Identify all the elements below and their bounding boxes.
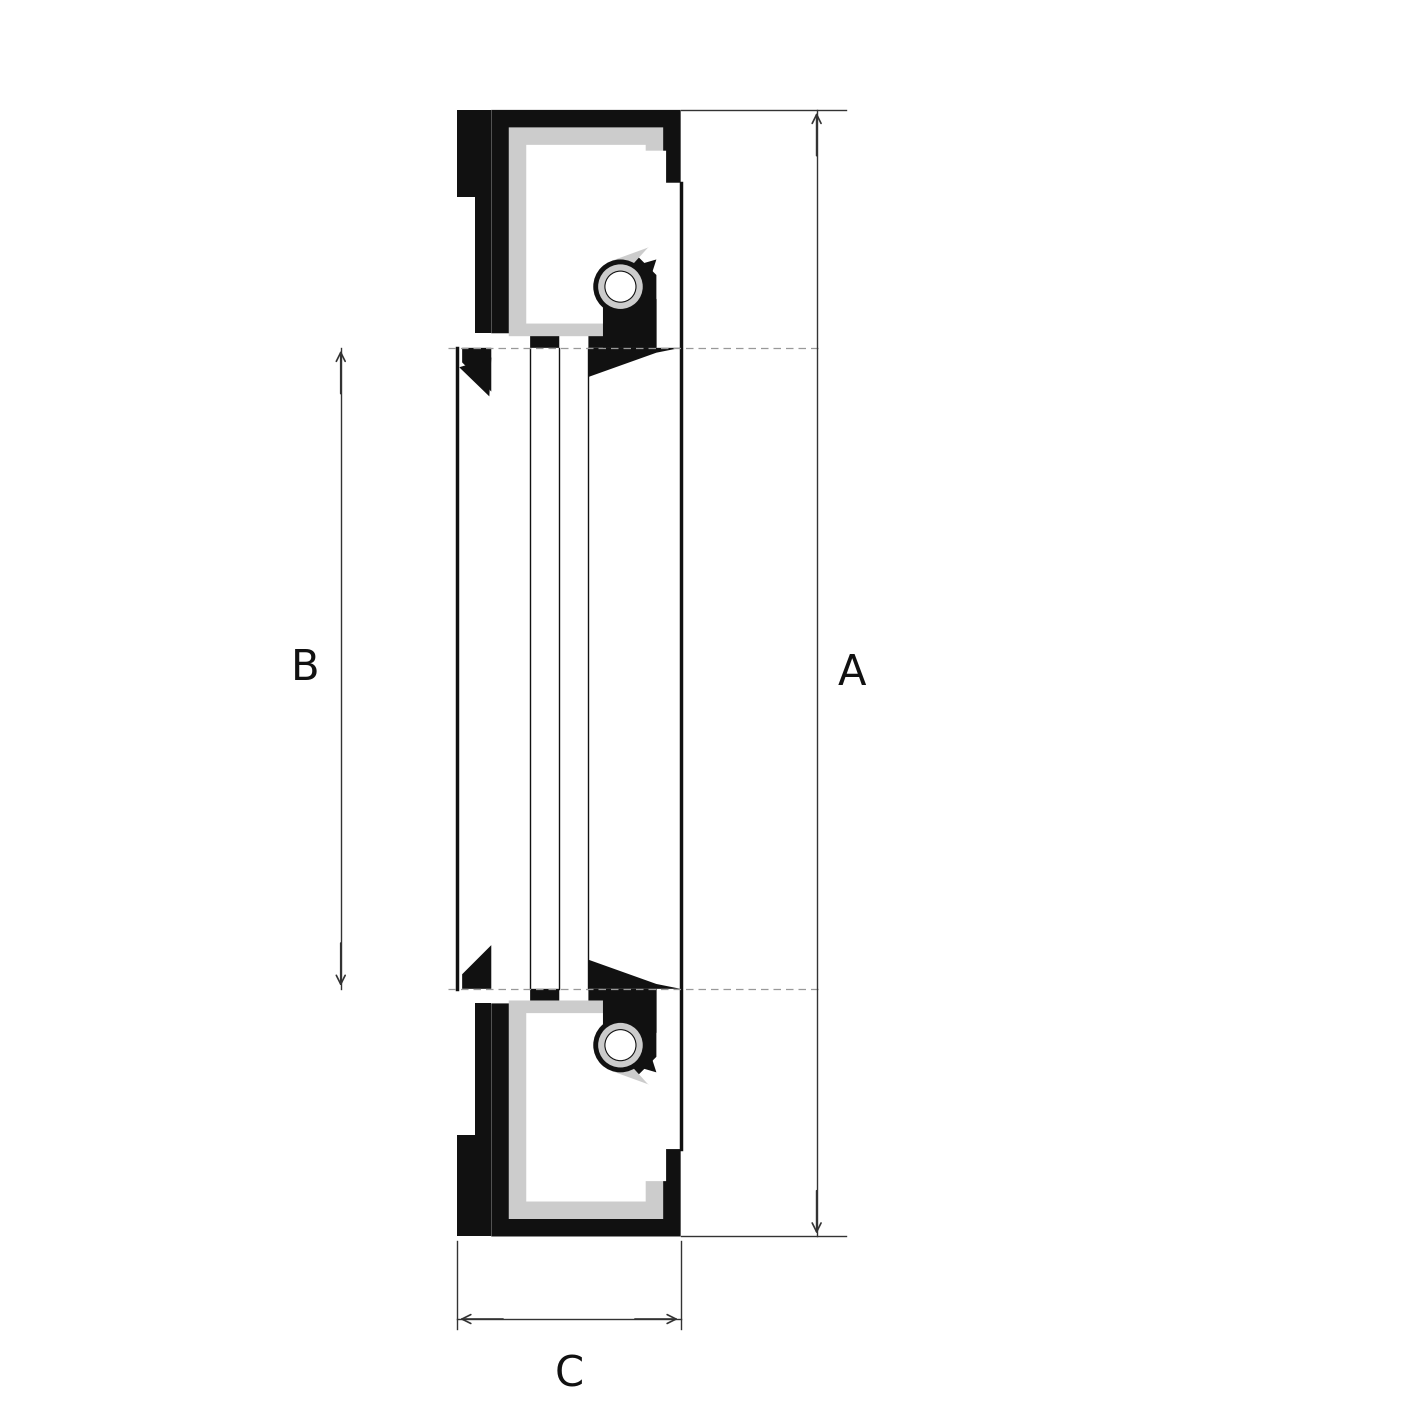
- Polygon shape: [588, 960, 681, 988]
- Polygon shape: [526, 145, 666, 323]
- Polygon shape: [603, 260, 657, 347]
- Circle shape: [605, 271, 636, 302]
- Text: A: A: [838, 652, 866, 695]
- Polygon shape: [526, 1014, 666, 1202]
- Polygon shape: [457, 1004, 491, 1236]
- Circle shape: [598, 264, 643, 309]
- Text: B: B: [291, 647, 319, 689]
- Polygon shape: [460, 357, 491, 396]
- Polygon shape: [491, 1001, 664, 1219]
- Circle shape: [598, 1022, 643, 1067]
- Polygon shape: [603, 988, 657, 1073]
- Polygon shape: [463, 945, 491, 988]
- Polygon shape: [463, 347, 491, 391]
- Circle shape: [605, 1029, 636, 1060]
- Circle shape: [593, 260, 648, 314]
- Polygon shape: [457, 110, 681, 347]
- Polygon shape: [457, 110, 491, 333]
- Polygon shape: [457, 988, 681, 1236]
- Polygon shape: [491, 128, 664, 336]
- Text: C: C: [554, 1353, 583, 1395]
- Polygon shape: [588, 347, 681, 377]
- Circle shape: [593, 1018, 648, 1073]
